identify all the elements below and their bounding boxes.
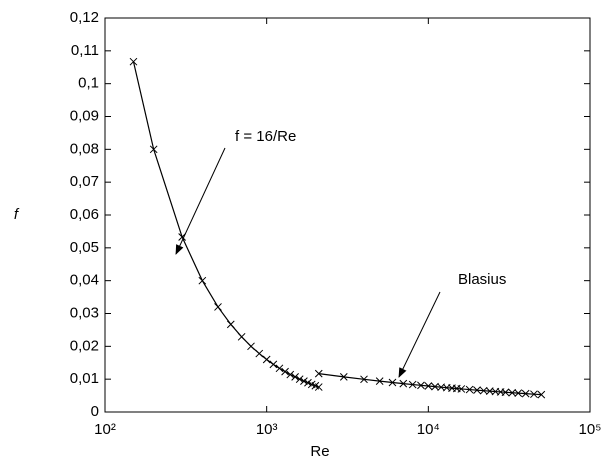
marker [281,367,289,376]
marker [408,380,417,389]
y-axis-label: f [14,206,20,223]
marker [304,378,312,387]
y-tick-label: 0,1 [78,75,99,92]
marker [388,378,397,387]
marker [149,145,158,154]
marker [457,385,466,393]
marker [375,377,384,385]
marker [275,364,284,373]
x-tick-label: 10³ [256,421,278,438]
marker [300,377,308,385]
marker [521,389,530,398]
y-tick-label: 0,04 [70,272,99,289]
marker [198,276,207,285]
marker [247,342,255,351]
marker [295,375,304,384]
y-tick-label: 0,03 [70,304,99,321]
marker [424,382,433,390]
x-axis-label: Re [310,443,329,460]
marker [255,349,264,358]
marker [431,382,439,391]
annotation: f = 16/Re [235,128,296,145]
marker [537,390,546,399]
marker [473,386,481,395]
x-tick-label: 10⁵ [579,421,602,438]
marker [465,385,474,394]
annotation-arrow [175,147,226,255]
y-tick-label: 0,02 [70,337,99,354]
marker [479,386,488,395]
y-tick-label: 0,06 [70,206,99,223]
marker [339,373,348,381]
x-tick-label: 10² [94,421,116,438]
y-tick-label: 0,12 [70,9,99,26]
marker [399,379,408,388]
y-tick-label: 0,11 [71,42,99,59]
y-tick-label: 0 [91,403,99,420]
marker [262,355,271,364]
marker [314,383,323,391]
marker [314,369,323,378]
marker [286,370,295,379]
marker [417,381,425,390]
marker [501,388,510,397]
plot-frame [104,17,591,413]
marker [129,57,138,66]
y-tick-label: 0,09 [70,107,99,124]
marker [269,360,278,369]
marker [360,375,368,384]
series-line [132,61,319,388]
marker [291,373,299,381]
marker [514,389,523,398]
x-tick-label: 10⁴ [417,421,440,438]
y-tick-label: 0,07 [70,173,99,190]
marker [178,233,186,241]
y-tick-label: 0,01 [70,370,99,387]
marker [237,332,246,341]
marker [226,320,235,329]
y-tick-label: 0,08 [70,140,99,157]
y-tick-label: 0,05 [70,239,99,256]
annotation: Blasius [458,271,506,288]
marker [508,388,517,397]
marker [530,390,538,399]
annotation-arrow [398,291,441,378]
marker [214,303,222,311]
